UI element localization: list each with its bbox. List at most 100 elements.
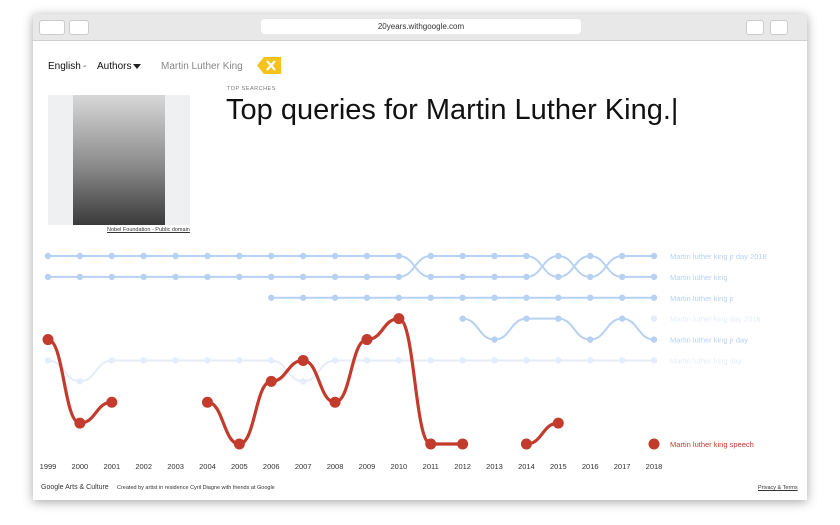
series-dot [329,396,341,408]
back-forward[interactable] [39,20,65,35]
series-dot [650,315,658,322]
category-menu[interactable]: Authors [97,61,132,72]
privacy-link[interactable]: Privacy & Terms [758,485,798,491]
address-bar[interactable]: 20years.withgoogle.com [261,19,581,34]
series-dot [427,294,434,301]
kicker: TOP SEARCHES [227,86,276,92]
series-dot [44,273,52,281]
series-dot [459,273,466,281]
series-dot [361,334,373,346]
credit: Created by artist in residence Cyril Dia… [117,485,275,491]
series-dot [395,294,403,301]
x-tick-label: 2012 [454,462,471,471]
series-dot [331,273,339,281]
tabs-button[interactable] [770,20,788,35]
series-dot [491,336,498,343]
series-dot [618,273,626,281]
cursor: | [670,94,679,126]
x-tick-label: 2015 [550,462,567,471]
series-dot [587,336,594,343]
series-dot [268,357,275,364]
series-dot [140,273,147,281]
series-dot [552,417,564,429]
series-dot [587,294,594,301]
series-dot [555,315,562,322]
series-dot [363,294,371,301]
series-dot [204,357,211,364]
series-dot [299,273,307,281]
series-dot [618,294,626,301]
x-tick-label: 2006 [263,462,280,471]
series-dot [363,252,371,260]
series-dot [172,273,179,281]
series-dot [520,438,532,450]
series-dot [331,294,339,301]
series-dot [555,294,562,301]
toolbar: 20years.withgoogle.com [33,14,807,41]
series-dot [268,294,275,301]
series-dot [523,315,530,322]
clear-button[interactable] [257,57,281,74]
series-dot [236,273,243,281]
legend-label: Martin luther king jr [670,294,734,303]
series-dot [44,252,52,260]
series-dot [76,378,84,385]
x-tick-label: 2002 [135,462,152,471]
series-dot [395,357,403,364]
series-dot [650,273,658,281]
x-tick-label: 2017 [614,462,631,471]
series-dot [459,252,466,260]
series-dot [393,313,405,325]
series-dot [491,357,498,364]
page-title: Top queries for Martin Luther King.| [226,94,678,127]
series-dot [523,357,530,364]
series-dot [76,252,84,260]
x-tick-label: 2009 [359,462,376,471]
x-tick-label: 1999 [40,462,57,471]
share-button[interactable] [746,20,764,35]
x-tick-label: 2014 [518,462,535,471]
series-dot [108,273,115,281]
series-line [48,254,654,278]
series-dot [74,417,86,429]
series-dot [650,294,658,301]
series-dot [172,357,179,364]
legend-label: Martin luther king jr day [670,336,748,345]
series-dot [331,252,339,260]
series-dot [427,273,434,281]
series-dot [523,252,530,260]
series-dot [204,273,211,281]
photo-credit[interactable]: Nobel Foundation - Public domain [107,227,190,233]
series-dot [491,294,498,301]
series-dot [427,252,434,260]
series-dot [201,396,213,408]
photo-frame [48,95,190,225]
series-dot [587,273,594,281]
series-line [47,254,654,278]
series-dot [650,357,658,364]
search-query[interactable]: Martin Luther King [161,61,243,72]
series-dot [42,334,54,346]
x-tick-label: 2013 [486,462,503,471]
series-dot [427,357,434,364]
series-dot [395,252,403,260]
series-dot [457,438,469,450]
series-dot [233,438,245,450]
legend-label: Martin luther king jr day 2018 [670,252,767,261]
language-menu[interactable]: English [48,61,81,72]
x-tick-label: 2007 [295,462,312,471]
series-dot [106,396,118,408]
series-dot [618,357,626,364]
brand: Google Arts & Culture [41,484,109,491]
series-line [47,359,654,383]
portrait-photo [73,95,165,225]
series-dot [236,252,243,260]
series-dot [108,357,115,364]
legend-label: Martin luther king [670,273,728,282]
sidebar-button[interactable] [69,20,89,35]
series-dot [618,315,626,322]
series-dot [425,438,437,450]
legend-label: Martin luther king day [670,356,742,365]
series-dot [299,378,307,385]
